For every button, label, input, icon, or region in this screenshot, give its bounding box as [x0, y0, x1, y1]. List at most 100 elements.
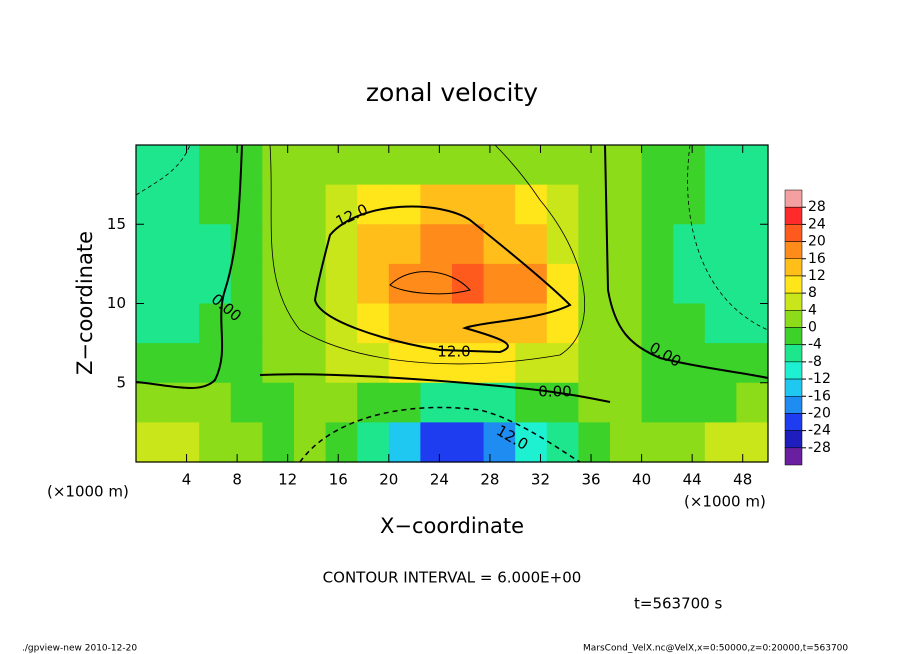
colorbar-box	[784, 206, 803, 225]
colorbar-box	[784, 447, 803, 466]
contour-line	[389, 271, 471, 295]
heatmap-cell	[325, 224, 358, 265]
heatmap-cell	[230, 343, 263, 384]
heatmap-cell	[578, 343, 611, 384]
heatmap-cell	[294, 343, 327, 384]
heatmap-cell	[704, 224, 737, 265]
heatmap-cell	[704, 382, 737, 423]
y-tick-label: 5	[116, 373, 126, 391]
colorbar-box	[784, 396, 803, 414]
colorbar-box	[784, 241, 803, 259]
heatmap-cell	[673, 382, 706, 423]
x-tick-label: 48	[733, 471, 752, 489]
heatmap-cell	[515, 343, 548, 384]
heatmap-cell	[578, 382, 611, 423]
heatmap-cell	[641, 422, 674, 463]
colorbar-box	[784, 430, 803, 449]
heatmap-cell	[610, 184, 643, 225]
heatmap-cell	[325, 303, 358, 344]
heatmap-cell	[673, 184, 706, 225]
heatmap-cell	[325, 145, 358, 186]
chart-title: zonal velocity	[366, 78, 538, 107]
heatmap-cell	[515, 422, 548, 463]
heatmap-cell	[357, 263, 390, 305]
y-axis-label: Z−coordinate	[73, 231, 97, 375]
heatmap-cell	[641, 382, 674, 423]
heatmap-cell	[357, 145, 390, 186]
heatmap-cell	[641, 184, 674, 225]
colorbar-label: -28	[808, 440, 831, 456]
x-tick-label: 32	[531, 471, 550, 489]
contours	[135, 144, 769, 463]
heatmap-cell	[452, 382, 485, 423]
colorbar-label: 28	[808, 199, 826, 215]
heatmap-cell	[546, 224, 579, 265]
heatmap-cell	[262, 145, 295, 186]
colorbar-label: 0	[808, 320, 817, 336]
x-tick-label: 44	[683, 471, 702, 489]
heatmap-cell	[736, 263, 769, 305]
heatmap-cell	[325, 382, 358, 423]
colorbar-label: 8	[808, 285, 817, 301]
heatmap-cell	[546, 422, 579, 463]
colorbar-box	[784, 292, 803, 311]
heatmap-cell	[578, 422, 611, 463]
heatmap-cell	[704, 263, 737, 305]
heatmap-cell	[167, 145, 200, 186]
heatmap-cell	[610, 422, 643, 463]
heatmap-cell	[704, 422, 737, 463]
colorbar-box	[784, 189, 803, 208]
heatmap-cell	[704, 343, 737, 384]
heatmap-cell	[136, 224, 169, 265]
heatmap-cell	[294, 224, 327, 265]
heatmap-cell	[230, 263, 263, 305]
heatmap-cell	[483, 422, 516, 463]
heatmap-cell	[736, 303, 769, 344]
heatmap-cell	[262, 303, 295, 344]
contour-line	[135, 144, 769, 331]
heatmap-cell	[673, 224, 706, 265]
heatmap-cell	[641, 263, 674, 305]
heatmap-cell	[673, 422, 706, 463]
colorbar-label: 16	[808, 251, 826, 267]
heatmap-cell	[641, 224, 674, 265]
heatmap-cell	[420, 263, 453, 305]
heatmap-cell	[388, 422, 421, 463]
colorbar-label: -24	[808, 423, 831, 439]
colorbar-box	[784, 378, 803, 397]
heatmap-cell	[325, 263, 358, 305]
heatmap-cell	[388, 184, 421, 225]
heatmap-cell	[673, 303, 706, 344]
heatmap-cell	[230, 184, 263, 225]
colorbar-label: 24	[808, 216, 826, 232]
heatmap-cell	[673, 263, 706, 305]
x-tick-label: 40	[632, 471, 651, 489]
heatmap-cell	[420, 145, 453, 186]
contour-line	[299, 406, 581, 463]
heatmap-cell	[199, 224, 232, 265]
heatmap-cell	[610, 303, 643, 344]
heatmap-cell	[262, 263, 295, 305]
heatmap-cell	[610, 263, 643, 305]
heatmap-cell	[546, 184, 579, 225]
heatmap-cell	[420, 224, 453, 265]
heatmap-cell	[388, 145, 421, 186]
heatmap-cell	[167, 343, 200, 384]
colorbar-label: 12	[808, 268, 826, 284]
heatmap-cell	[546, 382, 579, 423]
contour-line	[269, 144, 586, 365]
x-tick-label: 20	[379, 471, 398, 489]
heatmap-cell	[452, 224, 485, 265]
heatmap-cell	[136, 263, 169, 305]
colorbar-box	[784, 344, 803, 363]
heatmap-cell	[420, 382, 453, 423]
heatmap-cell	[641, 343, 674, 384]
heatmap-cell	[199, 184, 232, 225]
x-axis-label: X−coordinate	[380, 514, 524, 538]
heatmap-cell	[199, 382, 232, 423]
colorbar-box	[784, 258, 803, 277]
heatmap-cell	[736, 224, 769, 265]
heatmap-cell	[199, 422, 232, 463]
contour-label: 0.00	[538, 383, 571, 401]
